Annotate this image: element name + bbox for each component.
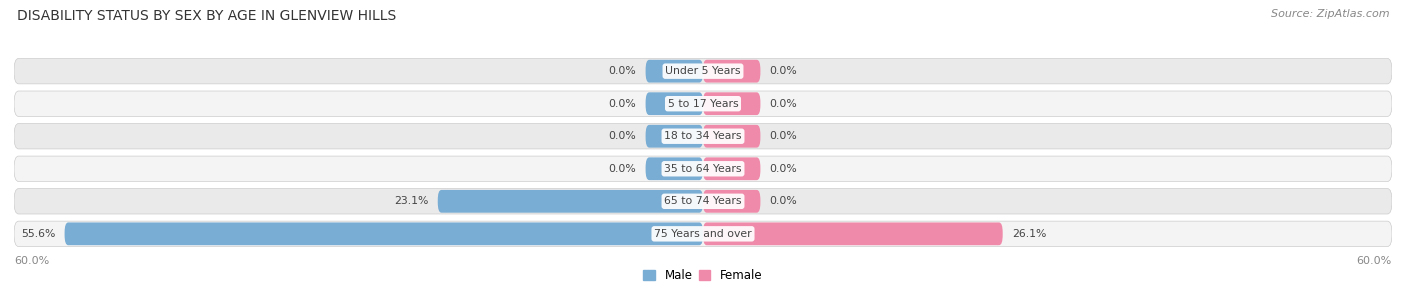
- Text: 0.0%: 0.0%: [769, 164, 797, 174]
- FancyBboxPatch shape: [14, 156, 1392, 181]
- FancyBboxPatch shape: [14, 188, 1392, 214]
- FancyBboxPatch shape: [645, 157, 703, 180]
- Text: 0.0%: 0.0%: [609, 164, 637, 174]
- Text: 0.0%: 0.0%: [609, 66, 637, 76]
- FancyBboxPatch shape: [703, 222, 1002, 245]
- Text: 5 to 17 Years: 5 to 17 Years: [668, 99, 738, 109]
- Text: 60.0%: 60.0%: [1357, 256, 1392, 266]
- Text: Source: ZipAtlas.com: Source: ZipAtlas.com: [1271, 9, 1389, 19]
- FancyBboxPatch shape: [14, 124, 1392, 149]
- Text: 0.0%: 0.0%: [609, 99, 637, 109]
- Text: 0.0%: 0.0%: [769, 66, 797, 76]
- FancyBboxPatch shape: [703, 60, 761, 83]
- Text: 0.0%: 0.0%: [769, 131, 797, 141]
- Text: Under 5 Years: Under 5 Years: [665, 66, 741, 76]
- FancyBboxPatch shape: [437, 190, 703, 213]
- Text: 75 Years and over: 75 Years and over: [654, 229, 752, 239]
- FancyBboxPatch shape: [645, 125, 703, 148]
- FancyBboxPatch shape: [14, 59, 1392, 84]
- Text: 18 to 34 Years: 18 to 34 Years: [664, 131, 742, 141]
- FancyBboxPatch shape: [65, 222, 703, 245]
- FancyBboxPatch shape: [703, 92, 761, 115]
- Text: 0.0%: 0.0%: [769, 99, 797, 109]
- Text: DISABILITY STATUS BY SEX BY AGE IN GLENVIEW HILLS: DISABILITY STATUS BY SEX BY AGE IN GLENV…: [17, 9, 396, 23]
- Text: 26.1%: 26.1%: [1012, 229, 1046, 239]
- FancyBboxPatch shape: [703, 157, 761, 180]
- FancyBboxPatch shape: [14, 221, 1392, 246]
- FancyBboxPatch shape: [703, 190, 761, 213]
- FancyBboxPatch shape: [645, 92, 703, 115]
- Text: 0.0%: 0.0%: [769, 196, 797, 206]
- Text: 23.1%: 23.1%: [394, 196, 429, 206]
- Text: 60.0%: 60.0%: [14, 256, 49, 266]
- Text: 55.6%: 55.6%: [21, 229, 55, 239]
- Legend: Male, Female: Male, Female: [638, 265, 768, 287]
- FancyBboxPatch shape: [645, 60, 703, 83]
- FancyBboxPatch shape: [14, 91, 1392, 117]
- Text: 0.0%: 0.0%: [609, 131, 637, 141]
- Text: 35 to 64 Years: 35 to 64 Years: [664, 164, 742, 174]
- FancyBboxPatch shape: [703, 125, 761, 148]
- Text: 65 to 74 Years: 65 to 74 Years: [664, 196, 742, 206]
